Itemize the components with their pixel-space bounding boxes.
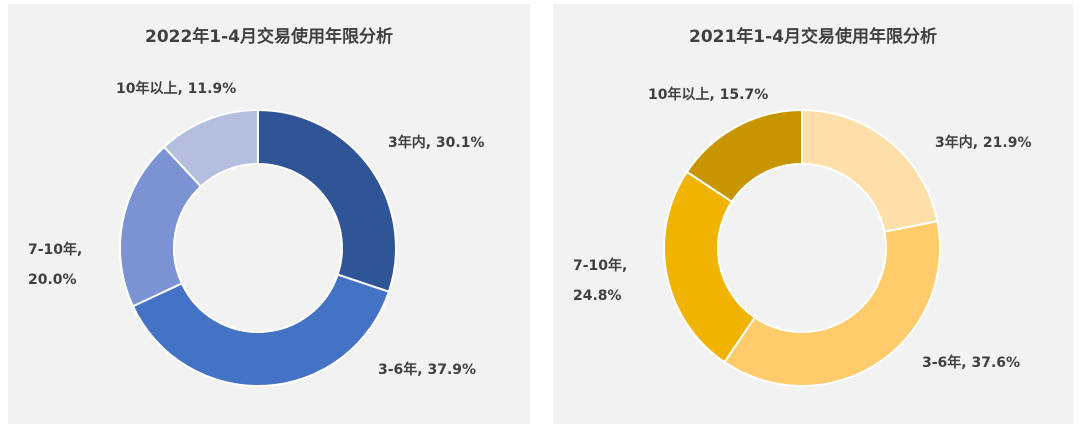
donut-slice-10yr-plus bbox=[162, 108, 259, 188]
donut-slice-3yr bbox=[801, 108, 939, 233]
chart-title: 2022年1-4月交易使用年限分析 bbox=[144, 27, 394, 47]
donut-slice-7-10yr bbox=[663, 170, 757, 364]
donut-slice-3yr bbox=[257, 108, 397, 293]
donut-slice-3-6yr bbox=[723, 220, 941, 387]
chart-panel-2022: 2022年1-4月交易使用年限分析 3年内, 30.1% 3-6年, 37.9%… bbox=[8, 4, 530, 424]
donut-chart-2022: 3年内, 30.1% 3-6年, 37.9% 7-10年, 20.0% 10年以… bbox=[28, 80, 485, 387]
chart-panel-2021: 2021年1-4月交易使用年限分析 3年内, 21.9% 3-6年, 37.6%… bbox=[553, 4, 1073, 424]
chart-title: 2021年1-4月交易使用年限分析 bbox=[688, 27, 938, 47]
donut-slice-3-6yr bbox=[131, 273, 391, 387]
data-label-3yr: 3年内, 30.1% bbox=[388, 134, 485, 151]
donut-slice-10yr-plus bbox=[685, 108, 803, 204]
data-label-7-10yr: 7-10年, bbox=[28, 241, 82, 258]
data-label-3yr: 3年内, 21.9% bbox=[935, 134, 1032, 151]
data-label-10yr-plus: 10年以上, 15.7% bbox=[648, 86, 768, 103]
data-label-10yr-plus: 10年以上, 11.9% bbox=[116, 80, 236, 97]
data-label-7-10yr-value: 20.0% bbox=[28, 272, 77, 288]
donut-chart-2021: 3年内, 21.9% 3-6年, 37.6% 7-10年, 24.8% 10年以… bbox=[573, 86, 1032, 387]
data-label-3-6yr: 3-6年, 37.9% bbox=[378, 361, 476, 378]
data-label-7-10yr-value: 24.8% bbox=[573, 288, 622, 304]
data-label-3-6yr: 3-6年, 37.6% bbox=[922, 354, 1020, 371]
data-label-7-10yr: 7-10年, bbox=[573, 257, 627, 274]
